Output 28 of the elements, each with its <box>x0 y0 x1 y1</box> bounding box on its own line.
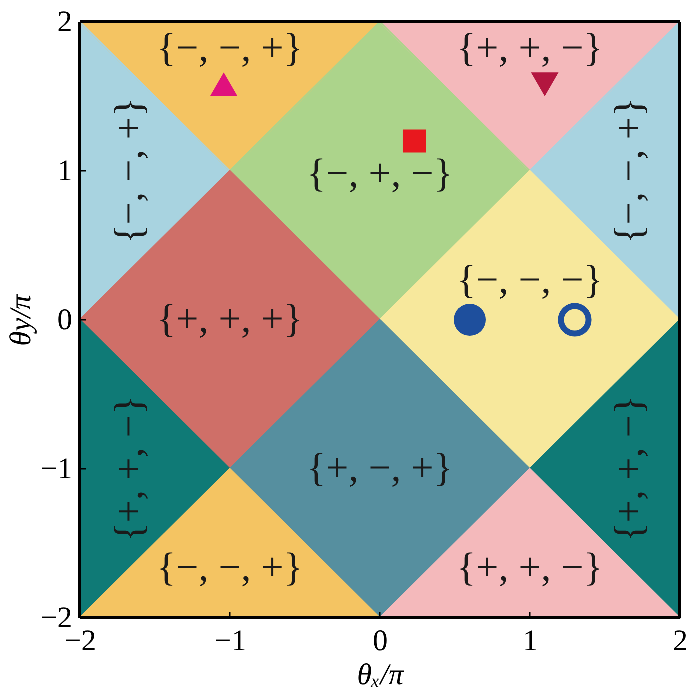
y-tick-label: 2 <box>58 6 72 38</box>
series-label: {+, +, −} <box>456 24 604 70</box>
text: {−, −, +} <box>606 98 651 244</box>
y-tick-label: −2 <box>40 602 72 634</box>
series-label: {+, −, +} <box>306 445 454 490</box>
point <box>531 72 559 97</box>
x-tick-label: 1 <box>523 624 538 658</box>
point <box>210 72 238 97</box>
text: {+, +, −} <box>106 396 151 542</box>
series-label: {−, −, −} <box>456 257 604 302</box>
series-label: {−, −, +} <box>156 24 304 70</box>
point <box>454 304 486 336</box>
y-tick-label: 1 <box>58 154 72 188</box>
point <box>558 303 592 337</box>
y-axis-title: θy/π <box>4 294 38 346</box>
point <box>402 130 426 153</box>
series-label: {−, −, +} <box>156 544 304 590</box>
series-label: {+, +, −} <box>456 544 604 590</box>
y-tick-label: 0 <box>58 304 72 336</box>
x-tick-label: 2 <box>673 624 688 658</box>
series-label: {−, +, −} <box>306 150 454 196</box>
text: {+, +, −} <box>606 396 651 542</box>
series-label: {+, +, +} <box>156 296 304 341</box>
x-tick-label: 0 <box>373 624 388 658</box>
x-tick-label: −1 <box>214 624 246 658</box>
text: {−, −, +} <box>106 98 151 244</box>
x-axis-title: θₓ/π <box>357 658 405 692</box>
y-tick-label: −1 <box>40 452 72 486</box>
